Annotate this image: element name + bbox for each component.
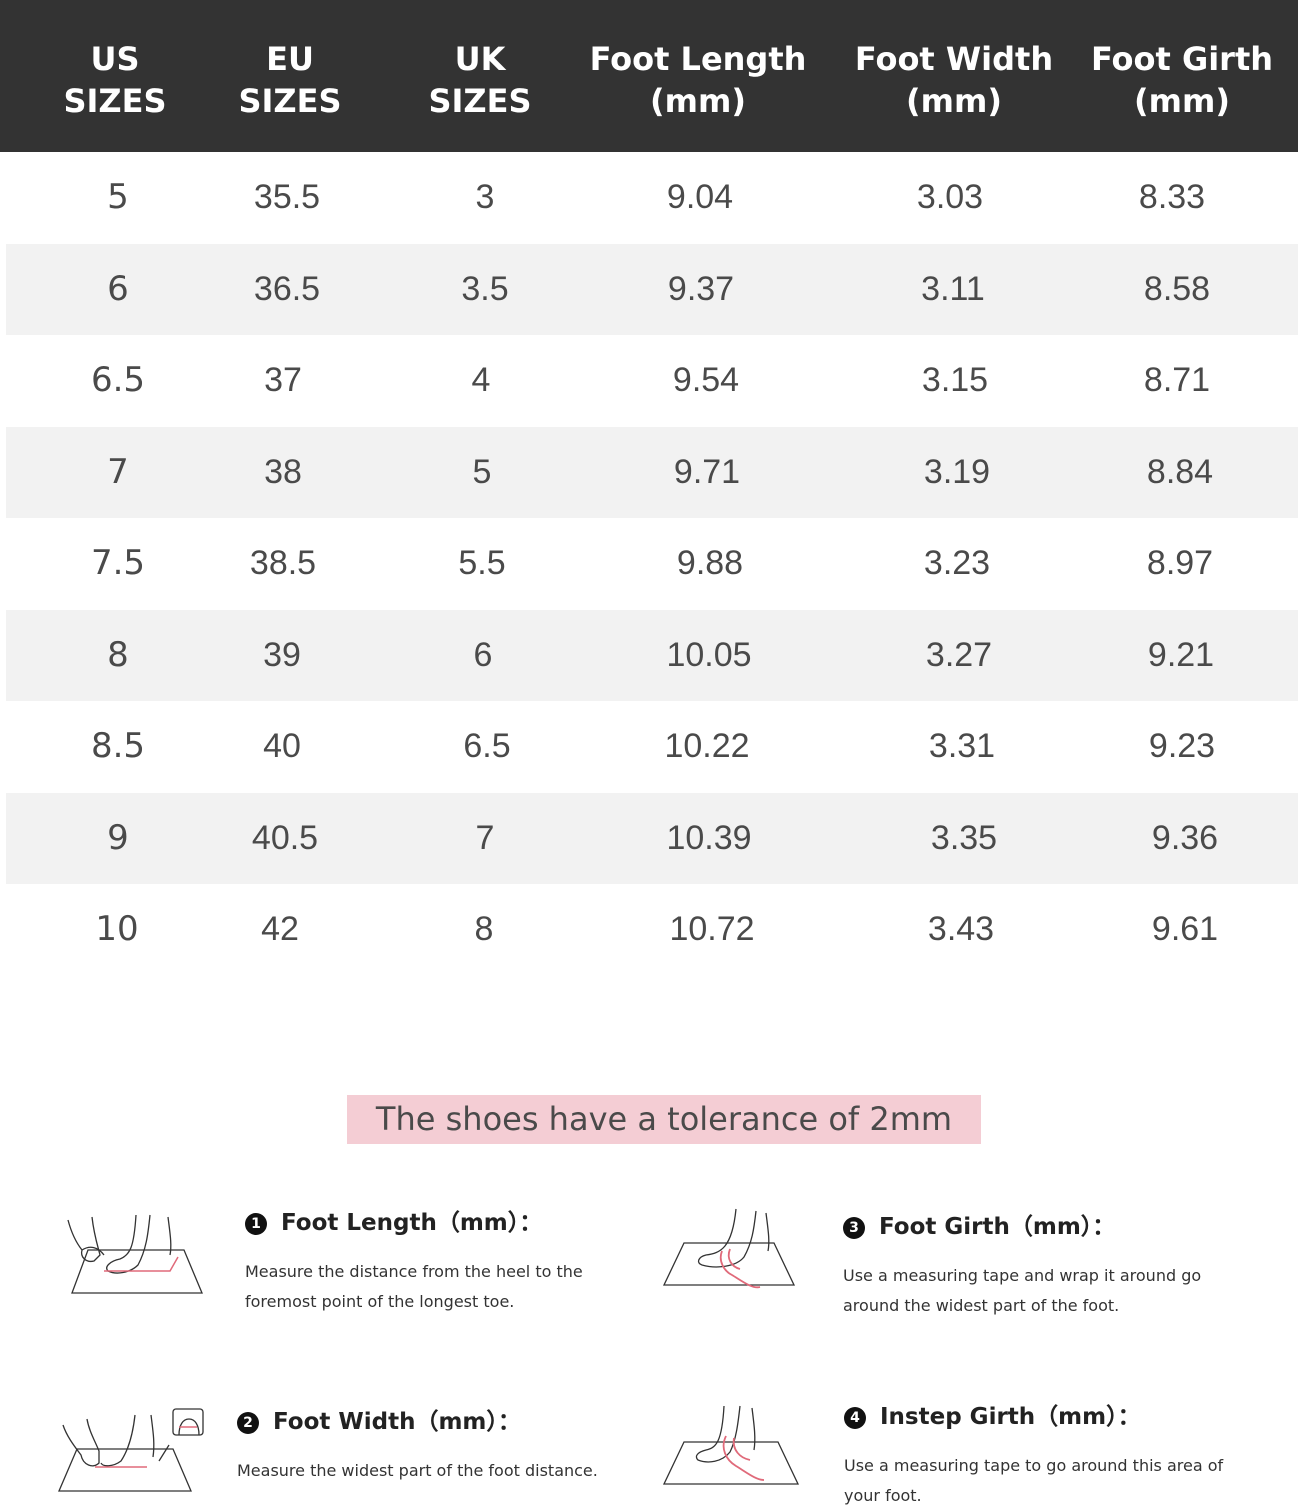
uk-size-cell: 6.5 (463, 727, 511, 765)
foot-length-cell: 9.71 (673, 452, 741, 491)
guide-title: 4 Instep Girth（mm）： (844, 1397, 1254, 1431)
eu-size-cell: 35.5 (253, 178, 321, 216)
guide-foot-length: 1 Foot Length（mm）： Measure the distance f… (245, 1203, 635, 1317)
uk-size-cell: 3.5 (461, 269, 509, 308)
us-size-cell: 9 (107, 817, 129, 858)
foot-girth-illustration-icon (662, 1208, 796, 1289)
guide-title: 3 Foot Girth（mm）： (843, 1207, 1253, 1241)
foot-length-illustration-icon (67, 1214, 203, 1294)
table-row: 5 35.5 3 9.04 3.03 8.33 (0, 152, 1298, 244)
guide-title: 2 Foot Width（mm）： (237, 1402, 637, 1436)
guide-foot-width: 2 Foot Width（mm）： Measure the widest part… (237, 1402, 637, 1486)
header-eu-sizes: EU SIZES (238, 40, 342, 120)
guide-description: Measure the widest part of the foot dist… (237, 1461, 598, 1480)
size-chart-header: US SIZES EU SIZES UK SIZES Foot Length (mm) … (0, 0, 1298, 152)
guide-description: Use a measuring tape to go around this a… (844, 1456, 1224, 1505)
eu-size-cell: 40.5 (251, 818, 319, 857)
foot-girth-cell: 8.58 (1143, 269, 1211, 308)
tolerance-note: The shoes have a tolerance of 2mm (347, 1095, 981, 1144)
foot-girth-cell: 9.21 (1147, 635, 1215, 674)
header-foot-length: Foot Length (mm) (589, 40, 807, 120)
foot-width-cell: 3.03 (916, 178, 984, 216)
foot-length-cell: 10.39 (666, 818, 752, 857)
foot-length-cell: 9.37 (667, 269, 735, 308)
header-us-sizes: US SIZES (63, 40, 167, 120)
us-size-cell: 5 (107, 177, 129, 217)
us-size-cell: 7 (107, 451, 129, 492)
guide-description: Use a measuring tape and wrap it around … (843, 1266, 1202, 1315)
foot-width-cell: 3.11 (921, 269, 985, 308)
foot-girth-cell: 9.23 (1148, 727, 1216, 765)
table-row: 10 42 8 10.72 3.43 9.61 (0, 884, 1298, 976)
guide-instep-girth: 4 Instep Girth（mm）： Use a measuring tape … (844, 1397, 1254, 1511)
eu-size-cell: 38 (264, 452, 302, 491)
uk-size-cell: 6 (473, 635, 493, 674)
foot-length-cell: 9.88 (676, 544, 744, 582)
eu-size-cell: 40 (263, 727, 301, 765)
header-foot-girth: Foot Girth (mm) (1090, 40, 1274, 120)
us-size-cell: 6.5 (90, 360, 146, 400)
uk-size-cell: 7 (475, 818, 495, 857)
foot-length-cell: 10.05 (666, 635, 752, 674)
foot-girth-cell: 8.97 (1146, 544, 1214, 582)
us-size-cell: 10 (95, 909, 139, 949)
eu-size-cell: 38.5 (249, 544, 317, 582)
header-uk-sizes: UK SIZES (428, 40, 532, 120)
uk-size-cell: 5 (472, 452, 492, 491)
eu-size-cell: 36.5 (253, 269, 321, 308)
uk-size-cell: 8 (474, 910, 494, 948)
eu-size-cell: 37 (264, 361, 302, 399)
table-row: 9 40.5 7 10.39 3.35 9.36 (6, 792, 1298, 884)
uk-size-cell: 3 (475, 178, 495, 216)
guide-foot-girth: 3 Foot Girth（mm）： Use a measuring tape an… (843, 1207, 1253, 1321)
us-size-cell: 7.5 (90, 543, 146, 583)
uk-size-cell: 4 (471, 361, 491, 399)
header-foot-width: Foot Width (mm) (854, 40, 1054, 120)
foot-girth-cell: 8.84 (1146, 452, 1214, 491)
table-row: 6.5 37 4 9.54 3.15 8.71 (0, 335, 1298, 427)
size-chart-table: 5 35.5 3 9.04 3.03 8.33 6 36.5 3.5 9.37 … (0, 152, 1298, 976)
foot-length-cell: 9.54 (672, 361, 740, 399)
foot-width-cell: 3.35 (930, 818, 998, 857)
table-row: 7.5 38.5 5.5 9.88 3.23 8.97 (0, 518, 1298, 610)
uk-size-cell: 5.5 (458, 544, 506, 582)
step-badge: 4 (844, 1407, 866, 1429)
foot-length-cell: 10.22 (664, 727, 750, 765)
us-size-cell: 6 (107, 268, 129, 309)
instep-girth-illustration-icon (662, 1405, 800, 1485)
guide-description: Measure the distance from the heel to th… (245, 1262, 583, 1311)
foot-girth-cell: 9.36 (1151, 818, 1219, 857)
foot-length-cell: 10.72 (669, 910, 755, 948)
foot-width-cell: 3.27 (925, 635, 993, 674)
eu-size-cell: 42 (261, 910, 299, 948)
foot-girth-cell: 9.61 (1151, 910, 1219, 948)
foot-width-illustration-icon (58, 1408, 204, 1492)
foot-width-cell: 3.15 (921, 361, 989, 399)
table-row: 8 39 6 10.05 3.27 9.21 (6, 609, 1298, 701)
table-row: 7 38 5 9.71 3.19 8.84 (6, 426, 1298, 518)
foot-width-cell: 3.43 (927, 910, 995, 948)
foot-girth-cell: 8.71 (1143, 361, 1211, 399)
guide-title: 1 Foot Length（mm）： (245, 1203, 635, 1237)
table-row: 6 36.5 3.5 9.37 3.11 8.58 (6, 243, 1298, 335)
us-size-cell: 8 (107, 634, 129, 675)
foot-length-cell: 9.04 (666, 178, 734, 216)
foot-width-cell: 3.31 (928, 727, 996, 765)
step-badge: 3 (843, 1217, 865, 1239)
step-badge: 2 (237, 1412, 259, 1434)
table-row: 8.5 40 6.5 10.22 3.31 9.23 (0, 701, 1298, 793)
foot-width-cell: 3.23 (923, 544, 991, 582)
eu-size-cell: 39 (263, 635, 301, 674)
foot-width-cell: 3.19 (923, 452, 991, 491)
us-size-cell: 8.5 (90, 726, 146, 766)
step-badge: 1 (245, 1213, 267, 1235)
foot-girth-cell: 8.33 (1138, 178, 1206, 216)
